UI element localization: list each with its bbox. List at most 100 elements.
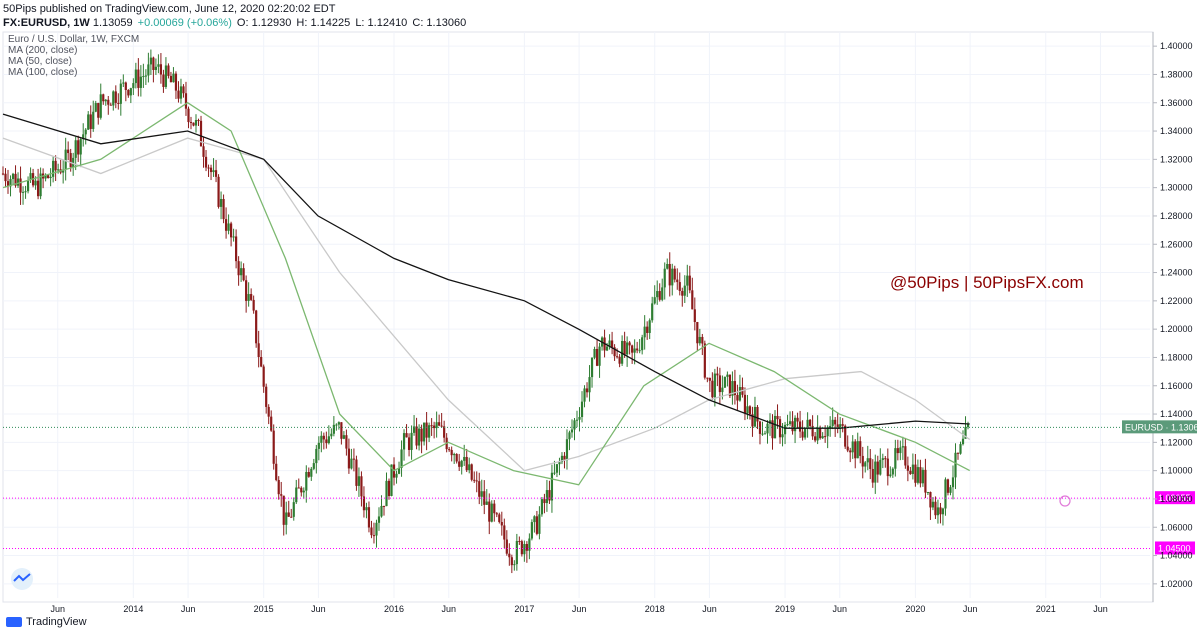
- candle-body: [250, 294, 253, 300]
- last-price: 1.13059: [92, 17, 133, 29]
- candle-body: [14, 173, 17, 186]
- candle-body: [726, 374, 729, 377]
- y-tick-label: 1.18000: [1160, 352, 1193, 362]
- candle-body: [904, 446, 907, 466]
- candle-body: [728, 374, 732, 396]
- close-price: C: 1.13060: [412, 17, 467, 29]
- candle-body: [149, 57, 152, 65]
- candle-body: [119, 83, 122, 104]
- candle-body: [174, 73, 178, 91]
- candle-body: [911, 464, 914, 475]
- candle-body: [608, 340, 611, 347]
- candle-body: [876, 461, 879, 475]
- candle-body: [144, 75, 147, 77]
- candle-body: [290, 516, 293, 518]
- candle-body: [869, 458, 872, 469]
- candle-body: [558, 462, 561, 465]
- y-tick-label: 1.24000: [1160, 268, 1193, 278]
- candle-body: [267, 406, 270, 417]
- candle-body: [543, 499, 546, 504]
- candle-body: [453, 454, 456, 456]
- candle-body: [270, 416, 273, 431]
- candle-body: [423, 422, 426, 442]
- high-price: H: 1.14225: [296, 17, 351, 29]
- candle-body: [157, 64, 160, 67]
- candle-body: [82, 134, 85, 140]
- candle-body: [34, 180, 37, 186]
- candle-body: [698, 336, 701, 344]
- candle-body: [871, 468, 874, 483]
- candle-body: [425, 422, 428, 438]
- y-tick-label: 1.12000: [1160, 437, 1193, 447]
- candle-body: [706, 377, 709, 379]
- candle-body: [944, 479, 947, 509]
- y-tick-label: 1.14000: [1160, 409, 1193, 419]
- candle-body: [941, 508, 945, 515]
- candle-body: [340, 422, 343, 439]
- candle-body: [924, 469, 927, 493]
- y-tick-label: 1.40000: [1160, 41, 1193, 51]
- ma200-line: [2, 113, 970, 429]
- candle-body: [307, 471, 310, 477]
- candle-body: [287, 512, 290, 517]
- candle-body: [773, 415, 777, 439]
- tv-badge-icon: [13, 573, 31, 582]
- candle-body: [661, 287, 664, 300]
- candle-body: [367, 507, 371, 528]
- candle-body: [801, 431, 804, 438]
- candle-body: [518, 540, 521, 542]
- candle-body: [756, 406, 759, 422]
- low-price: L: 1.12410: [355, 17, 408, 29]
- candle-body: [72, 157, 75, 168]
- candle-body: [465, 456, 468, 471]
- legend-ma100: MA (100, close): [8, 67, 77, 78]
- candle-body: [866, 458, 869, 463]
- candle-body: [513, 564, 516, 566]
- candle-body: [856, 441, 859, 459]
- candle-body: [54, 160, 57, 171]
- plot-area: [2, 31, 1154, 603]
- candle-body: [277, 480, 280, 495]
- candle-body: [430, 425, 433, 427]
- candle-body: [731, 381, 734, 396]
- candle-body: [92, 111, 95, 129]
- candle-body: [62, 169, 65, 173]
- candle-body: [814, 436, 817, 441]
- candle-body: [806, 419, 809, 429]
- candle-body: [831, 419, 834, 426]
- candle-body: [723, 376, 726, 388]
- candle-body: [540, 499, 544, 515]
- candle-body: [676, 279, 679, 283]
- candle-body: [440, 425, 443, 427]
- candle-body: [390, 464, 393, 496]
- candle-body: [681, 290, 684, 296]
- candle-body: [500, 522, 503, 526]
- candle-body: [909, 470, 912, 475]
- candle-body: [94, 103, 97, 112]
- candle-body: [480, 491, 483, 497]
- candle-body: [460, 460, 463, 467]
- candle-body: [370, 527, 373, 536]
- candle-body: [761, 433, 764, 435]
- candle-body: [490, 503, 493, 522]
- y-tick-label: 1.32000: [1160, 154, 1193, 164]
- candle-body: [412, 426, 416, 433]
- candle-body: [458, 461, 461, 467]
- symbol-label: FX:EURUSD, 1W: [3, 17, 90, 29]
- candle-body: [656, 291, 659, 298]
- candle-body: [498, 514, 501, 523]
- candle-body: [703, 343, 706, 378]
- candle-body: [951, 477, 955, 488]
- candle-body: [142, 76, 145, 78]
- y-tick-label: 1.26000: [1160, 239, 1193, 249]
- candle-body: [327, 436, 330, 444]
- level-label: 1.04500: [1158, 543, 1191, 553]
- alert-icon[interactable]: [1059, 495, 1071, 507]
- candle-body: [355, 459, 358, 486]
- candle-body: [585, 388, 589, 393]
- candle-body: [4, 173, 7, 182]
- level-label: 1.08055: [1158, 493, 1191, 503]
- candle-body: [583, 388, 586, 402]
- candle-body: [964, 427, 967, 439]
